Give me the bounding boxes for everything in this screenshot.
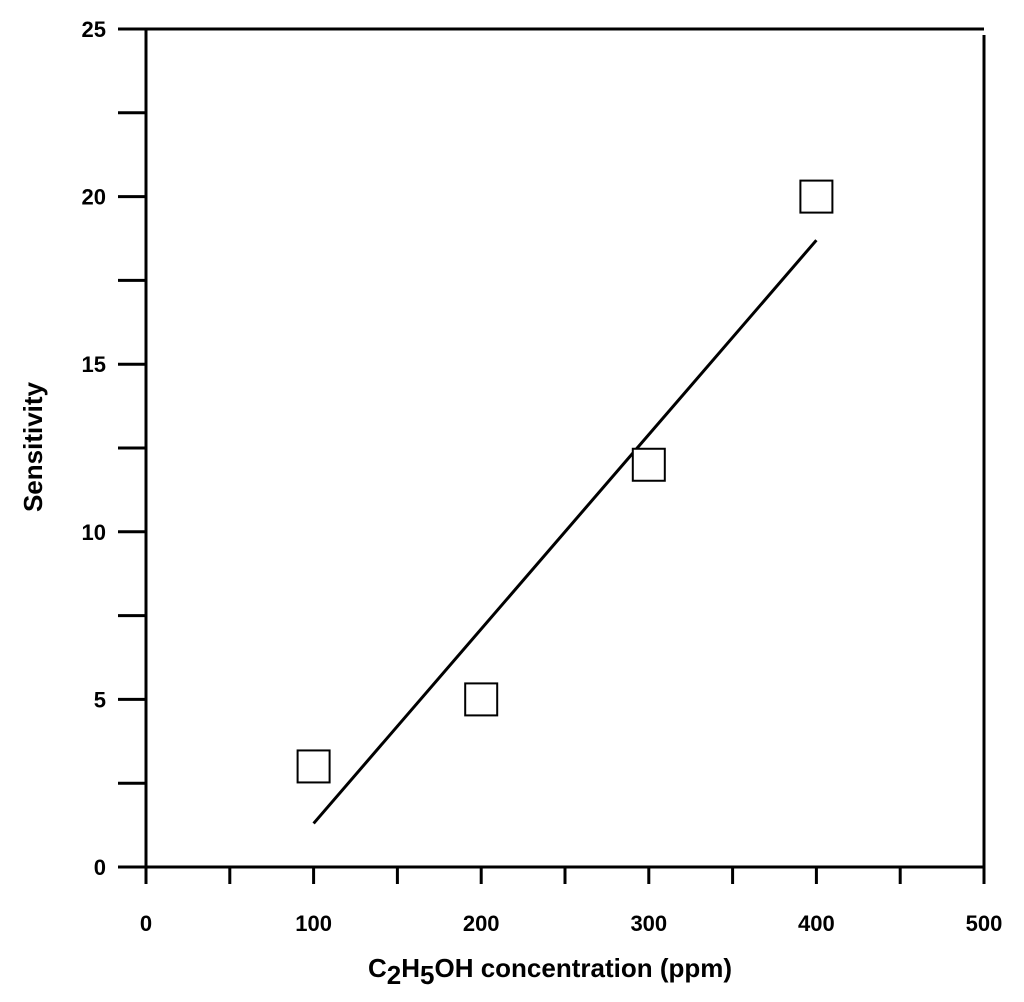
data-point-marker xyxy=(799,179,834,214)
x-axis-title-subscript: 5 xyxy=(420,960,434,990)
x-axis-title-part: OH concentration (ppm) xyxy=(434,953,732,983)
tick-labels: 0 100 200 300 400 500 0 5 10 15 20 25 xyxy=(82,17,1003,936)
x-axis-title: C2H5OH concentration (ppm) xyxy=(368,953,732,990)
plot-frame xyxy=(144,27,986,869)
y-tick-label: 0 xyxy=(94,855,106,880)
x-axis-title-part: C xyxy=(368,953,387,983)
y-tick-label: 10 xyxy=(82,520,106,545)
fit-line xyxy=(312,239,818,825)
x-tick-label: 100 xyxy=(295,911,332,936)
x-tick-label: 300 xyxy=(630,911,667,936)
y-axis-title: Sensitivity xyxy=(18,381,48,512)
data-point-marker xyxy=(296,749,331,784)
y-tick-label: 20 xyxy=(82,185,106,210)
y-tick-label: 25 xyxy=(82,17,106,42)
y-tick-label: 5 xyxy=(94,687,106,712)
x-tick-label: 400 xyxy=(798,911,835,936)
data-points xyxy=(296,179,834,784)
minor-ticks xyxy=(118,111,902,884)
x-axis-title-part: H xyxy=(401,953,420,983)
fit-layer xyxy=(312,239,818,825)
data-point-marker xyxy=(464,682,499,717)
y-tick-label: 15 xyxy=(82,352,106,377)
x-axis-title-subscript: 2 xyxy=(387,960,401,990)
x-tick-label: 500 xyxy=(966,911,1003,936)
x-tick-label: 0 xyxy=(140,911,152,936)
data-point-marker xyxy=(631,447,666,482)
major-ticks xyxy=(118,27,986,884)
x-tick-label: 200 xyxy=(463,911,500,936)
